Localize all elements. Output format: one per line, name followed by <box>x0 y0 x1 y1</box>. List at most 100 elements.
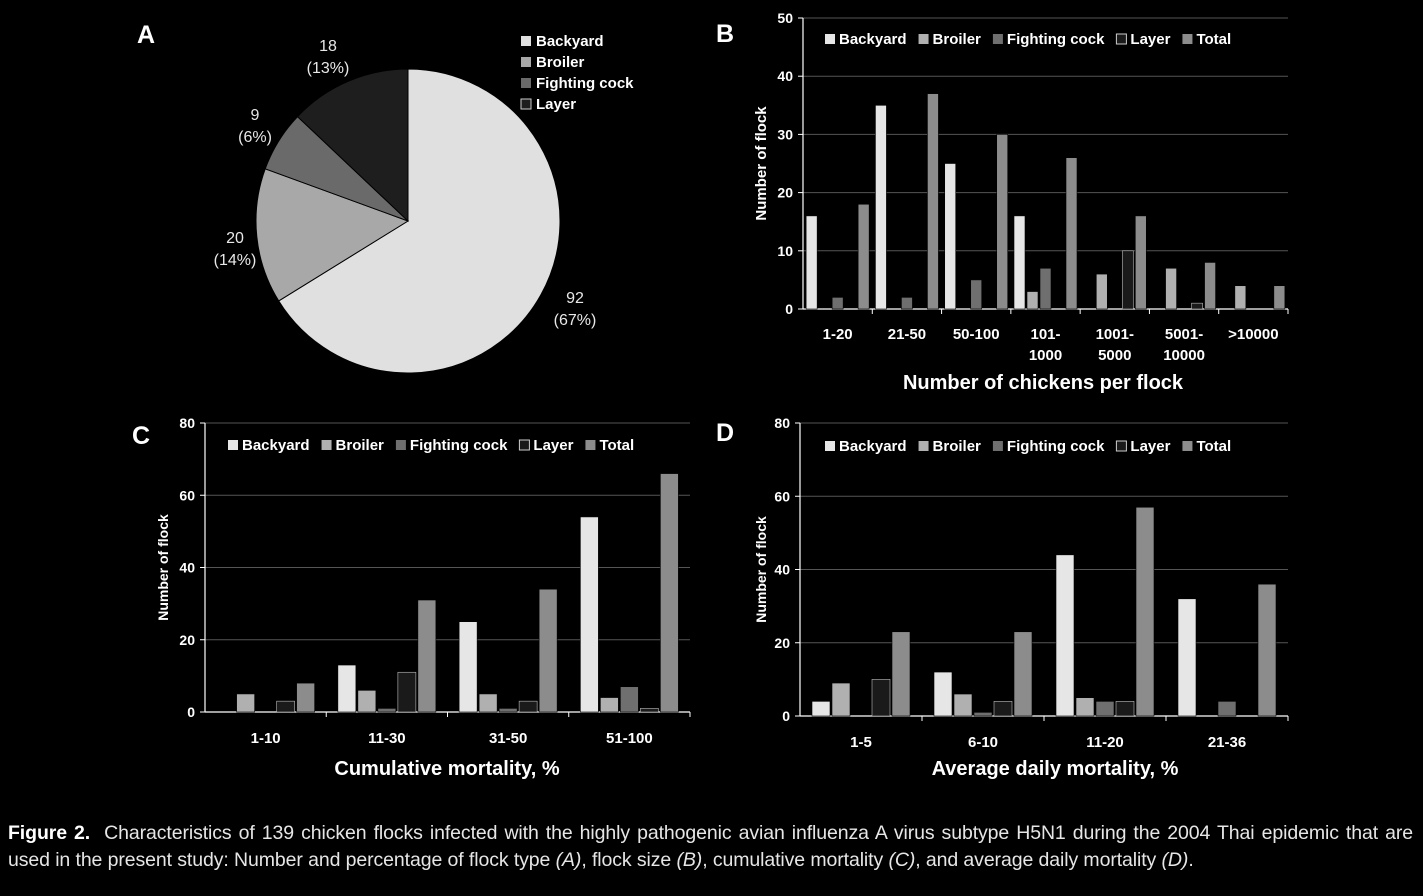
legend-label-fighting-cock: Fighting cock <box>410 437 508 454</box>
pie-legend-swatch-layer <box>520 98 532 110</box>
bar-broiler-5001-10000 <box>1165 267 1177 310</box>
bar-backyard-6-10 <box>933 671 953 717</box>
panel-a-letter: A <box>137 21 155 49</box>
bar-broiler-51-100 <box>600 697 619 713</box>
legend-label-total: Total <box>1196 31 1231 48</box>
caption-ref-d: (D) <box>1161 849 1189 871</box>
legend-label-broiler: Broiler <box>933 438 982 455</box>
pie-legend-label-layer: Layer <box>536 96 576 113</box>
legend-swatch-layer <box>518 439 530 451</box>
pie-legend-label-backyard: Backyard <box>536 33 604 50</box>
x-tick-label: 11-20 <box>1086 734 1124 751</box>
legend-label-total: Total <box>599 437 634 454</box>
legend-swatch-layer <box>1115 440 1127 452</box>
legend-swatch-broiler <box>321 440 332 450</box>
x-tick-label: 31-50 <box>489 730 527 747</box>
bar-backyard-21-50 <box>875 105 887 310</box>
x-tick-label: 50-100 <box>953 326 1000 343</box>
x-tick-label: 10000 <box>1163 347 1205 364</box>
panel-b-letter: B <box>716 20 734 48</box>
bar-layer-51-100 <box>640 708 659 713</box>
x-tick-label: 101- <box>1030 326 1060 343</box>
y-tick-label: 0 <box>782 708 790 724</box>
y-tick-label: 80 <box>179 415 195 431</box>
bar-layer-6-10 <box>993 701 1013 717</box>
bar-fighting-cock-50-100 <box>970 279 983 310</box>
y-tick-label: 60 <box>774 488 790 504</box>
caption-ref-b: (B) <box>676 849 703 871</box>
pie-legend-swatch-backyard <box>521 36 531 46</box>
legend-label-backyard: Backyard <box>839 438 907 455</box>
legend-swatch-backyard <box>825 34 835 44</box>
bar-total-1-20 <box>857 203 870 310</box>
legend-swatch-total <box>1182 34 1193 44</box>
pie-pct-label-layer: (13%) <box>307 60 350 77</box>
bar-fighting-cock-11-20 <box>1095 701 1115 717</box>
bar-fighting-cock-31-50 <box>498 708 518 713</box>
legend-swatch-backyard <box>825 441 835 451</box>
bar-fighting-cock-11-30 <box>377 708 397 713</box>
bar-total-6-10 <box>1013 631 1033 717</box>
pie-label-broiler: 20 <box>226 230 244 247</box>
y-axis-label: Number of flock <box>753 106 770 221</box>
bar-layer-11-30 <box>397 671 417 713</box>
bar-backyard-1-5 <box>811 701 831 717</box>
bar-layer-1001-5000 <box>1121 250 1134 310</box>
legend-swatch-fighting-cock <box>395 440 406 450</box>
legend-label-total: Total <box>1196 438 1231 455</box>
legend-swatch-broiler <box>918 34 929 44</box>
x-axis-label: Number of chickens per flock <box>903 372 1184 394</box>
bar-total-1-10 <box>296 682 315 713</box>
legend-swatch-layer <box>1115 33 1127 45</box>
bar-total-11-20 <box>1135 506 1155 717</box>
bar-fighting-cock-51-100 <box>620 686 639 713</box>
bar-total-1001-5000 <box>1134 215 1147 310</box>
caption-text-3: , cumulative mortality <box>702 849 889 871</box>
x-tick-label: 5001- <box>1165 326 1203 343</box>
bar-total-31-50 <box>538 588 558 713</box>
bar-backyard-21-36 <box>1177 598 1197 717</box>
y-axis-label: Number of flock <box>753 516 769 623</box>
legend-label-broiler: Broiler <box>336 437 385 454</box>
x-tick-label: >10000 <box>1228 326 1278 343</box>
y-tick-label: 20 <box>179 632 195 648</box>
x-axis-label: Average daily mortality, % <box>932 758 1179 780</box>
bar-total-101-1000 <box>1065 157 1078 310</box>
legend-label-broiler: Broiler <box>933 31 982 48</box>
bar-backyard-11-30 <box>337 664 357 713</box>
bar-broiler-6-10 <box>953 693 973 717</box>
panel-a: A 92 (67%) 20 (14%) 9 (6%) 18 (13%) Backyard Broil… <box>137 21 634 374</box>
bar-fighting-cock-101-1000 <box>1039 267 1052 310</box>
bar-backyard-101-1000 <box>1013 215 1026 310</box>
legend-swatch-total <box>585 440 596 450</box>
caption-ref-a: (A) <box>555 849 582 871</box>
bar-broiler-11-20 <box>1075 697 1095 717</box>
y-tick-label: 10 <box>777 243 793 259</box>
y-tick-label: 60 <box>179 487 195 503</box>
bar-backyard-51-100 <box>580 516 599 713</box>
panel-b: B 0 10 20 30 40 50 Number of flock 1-20 21-50 50-1… <box>716 10 1289 394</box>
y-tick-label: 80 <box>774 415 790 431</box>
x-tick-label: 6-10 <box>968 734 998 751</box>
x-tick-label: 21-50 <box>888 326 926 343</box>
legend-label-layer: Layer <box>533 437 573 454</box>
bar-fighting-cock-6-10 <box>973 712 993 717</box>
legend-swatch-broiler <box>918 441 929 451</box>
caption-text-2: , flock size <box>581 849 677 871</box>
bar-total-21-36 <box>1257 583 1277 717</box>
y-tick-label: 50 <box>777 10 793 26</box>
caption-text-1: Characteristics of 139 chicken flocks in… <box>8 822 1413 871</box>
bar-total-5001-10000 <box>1204 262 1216 310</box>
panel-d-letter: D <box>716 419 734 447</box>
bar-backyard-31-50 <box>458 621 478 713</box>
bar-fighting-cock-21-50 <box>901 297 913 310</box>
y-tick-label: 40 <box>777 68 793 84</box>
x-tick-label: 51-100 <box>606 730 653 747</box>
x-tick-label: 21-36 <box>1208 734 1246 751</box>
y-tick-label: 20 <box>777 185 793 201</box>
y-tick-label: 30 <box>777 126 793 142</box>
bar-broiler-101-1000 <box>1026 291 1039 310</box>
pie-label-backyard: 92 <box>566 290 584 307</box>
x-axis-label: Cumulative mortality, % <box>334 758 559 780</box>
